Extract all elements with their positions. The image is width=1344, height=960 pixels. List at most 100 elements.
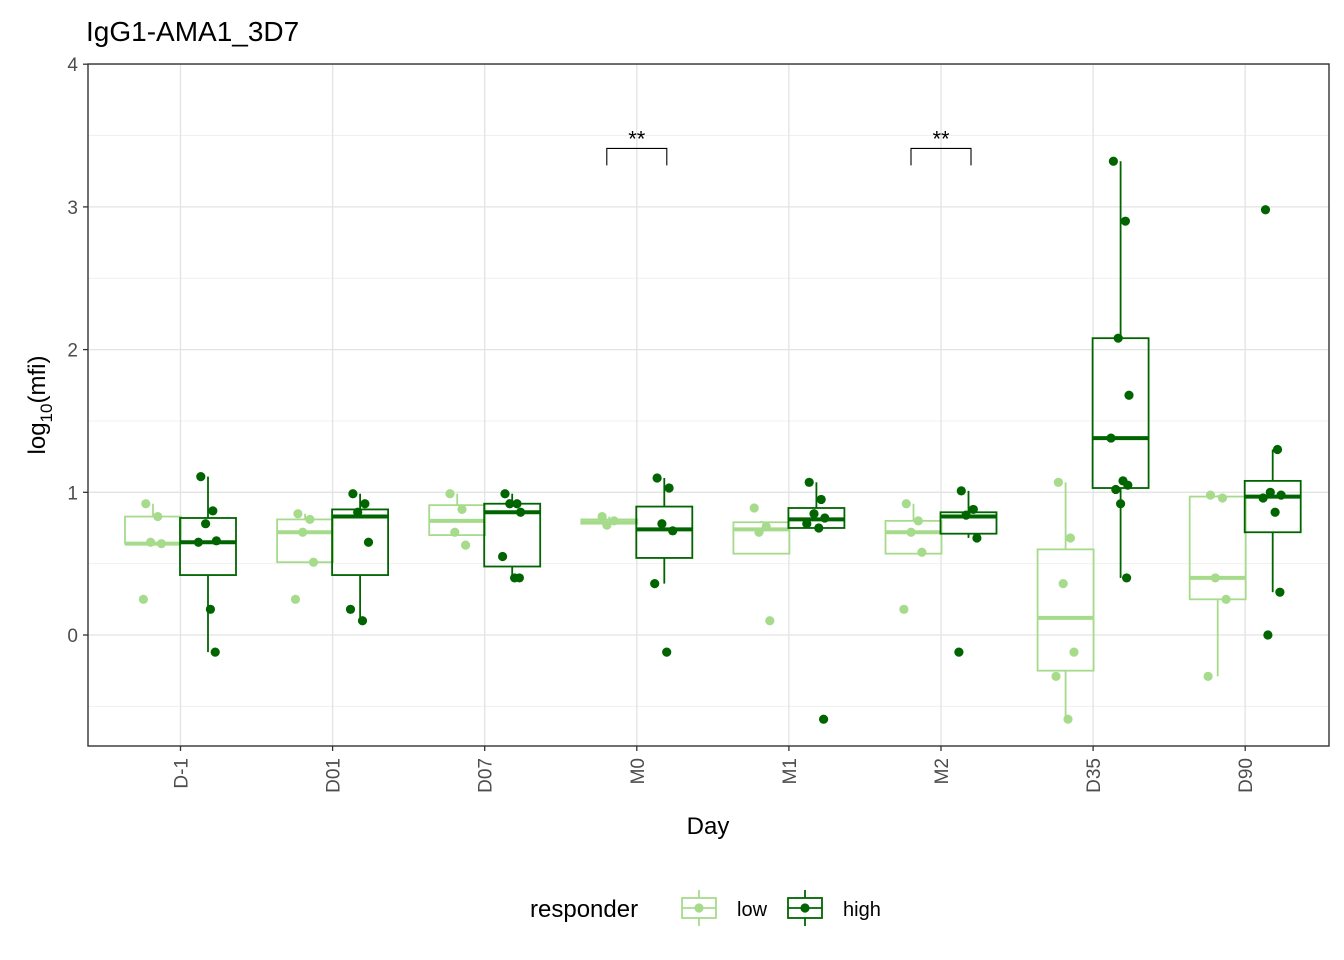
data-point — [514, 573, 525, 583]
data-point — [1108, 156, 1118, 166]
y-axis-title-subscript: 10 — [37, 404, 56, 423]
data-point — [820, 513, 830, 523]
data-point — [353, 507, 363, 517]
box-high-M1 — [787, 477, 846, 724]
plot-panel-border — [87, 63, 1330, 747]
x-tick-label: D90 — [1236, 758, 1257, 793]
data-point — [761, 521, 771, 532]
box-high-M0 — [635, 473, 694, 657]
data-point — [765, 616, 775, 626]
y-axis-title-base: log — [24, 422, 51, 454]
box-high-D01 — [331, 489, 390, 626]
data-point — [1058, 579, 1068, 589]
data-point — [917, 547, 927, 557]
data-point — [819, 714, 829, 724]
data-point — [657, 519, 667, 529]
data-point — [749, 503, 759, 513]
data-point — [664, 483, 674, 493]
chart-title: IgG1-AMA1_3D7 — [86, 16, 299, 47]
box-body — [276, 518, 335, 564]
legend-label: low — [737, 899, 768, 921]
legend-item-low: low — [681, 890, 768, 926]
x-axis-title: Day — [687, 813, 730, 840]
legend-item-high: high — [787, 890, 881, 926]
data-point — [298, 527, 308, 537]
data-point — [1051, 671, 1061, 681]
data-point — [901, 499, 911, 509]
data-point — [156, 539, 166, 549]
data-point — [1069, 647, 1079, 657]
box-body — [1243, 479, 1302, 534]
data-point — [153, 511, 163, 522]
x-tick-label: D07 — [476, 758, 497, 793]
box-low-D01 — [276, 509, 335, 604]
legend-key-point — [800, 903, 810, 913]
data-point — [754, 527, 764, 537]
legend-label: high — [843, 899, 881, 921]
box-low-D90 — [1188, 490, 1247, 681]
data-point — [906, 527, 916, 537]
data-point — [1120, 216, 1130, 226]
data-point — [498, 551, 508, 562]
data-point — [146, 537, 156, 547]
data-point — [1210, 573, 1220, 583]
data-point — [1111, 484, 1121, 495]
box-high-M2 — [939, 486, 998, 657]
box-low-M1 — [732, 503, 791, 626]
x-tick-label: M0 — [628, 758, 649, 784]
box-body — [1188, 495, 1247, 601]
data-point — [1053, 477, 1063, 487]
data-point — [193, 537, 203, 547]
box-low-D-1 — [124, 499, 182, 604]
data-point — [445, 489, 455, 499]
data-point — [597, 511, 607, 522]
plot-background — [88, 64, 1329, 746]
data-point — [461, 540, 471, 550]
y-axis-title: log10(mfi) — [24, 356, 56, 455]
data-point — [1221, 594, 1231, 604]
data-point — [308, 557, 319, 567]
data-point — [1275, 587, 1285, 597]
data-point — [972, 533, 982, 543]
y-tick-label: 0 — [67, 626, 78, 647]
data-point — [1116, 499, 1126, 509]
y-tick-label: 4 — [67, 55, 78, 76]
box-high-D07 — [483, 489, 542, 583]
data-point — [816, 494, 826, 505]
data-point — [211, 536, 221, 546]
box-high-D-1 — [179, 472, 237, 657]
box-body — [732, 521, 791, 555]
data-point — [802, 519, 812, 529]
box-low-D07 — [428, 489, 487, 550]
y-tick-label: 2 — [67, 341, 78, 362]
y-axis-title-arg: (mfi) — [24, 356, 51, 404]
x-tick-label: D35 — [1084, 758, 1105, 793]
data-point — [602, 520, 612, 530]
data-point — [1272, 444, 1283, 455]
data-point — [1258, 493, 1268, 503]
data-point — [450, 527, 460, 537]
box-body — [179, 517, 237, 576]
data-point — [1123, 480, 1133, 490]
bracket-line — [910, 147, 972, 166]
data-point — [1106, 433, 1116, 443]
data-point — [609, 516, 619, 526]
data-point — [1063, 714, 1073, 724]
x-tick-label: D01 — [324, 758, 345, 793]
data-point — [899, 604, 909, 614]
data-point — [305, 514, 315, 525]
data-point — [210, 647, 220, 657]
y-axis: 0 1 2 3 4 — [67, 55, 88, 647]
data-point — [1065, 533, 1075, 543]
data-point — [1217, 493, 1228, 503]
box-low-M0 — [580, 511, 639, 530]
x-tick-label: M2 — [932, 758, 953, 784]
data-point — [961, 510, 971, 520]
x-tick-label: M1 — [780, 758, 801, 784]
bracket-line — [606, 147, 668, 166]
box-low-D35 — [1036, 477, 1095, 724]
significance-label: ** — [628, 126, 646, 151]
data-point — [809, 509, 819, 519]
data-point — [956, 486, 966, 496]
